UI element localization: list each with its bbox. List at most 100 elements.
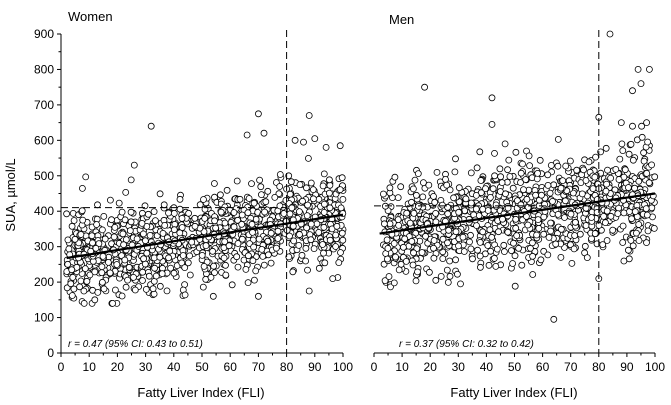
scatter-point [498,179,506,187]
scatter-point [304,154,312,162]
scatter-point [612,165,620,173]
scatter-point [557,253,565,261]
y-tick-label: 200 [34,275,54,289]
scatter-point [184,259,192,267]
x-tick-label: 90 [620,360,634,374]
y-tick-label: 600 [34,133,54,147]
scatter-point [109,299,116,307]
men-x-ticks: 0 10 20 30 40 50 60 70 80 90 100 [371,353,665,374]
scatter-point [645,179,653,187]
scatter-point [638,122,645,130]
scatter-point [259,252,267,260]
scatter-point [320,208,328,216]
scatter-point [216,191,224,199]
scatter-point [412,277,420,285]
scatter-point [115,199,123,207]
scatter-point [547,227,554,235]
scatter-point [504,204,512,212]
scatter-point [439,235,447,243]
scatter-point [486,193,494,201]
scatter-point [609,226,617,234]
scatter-point [582,177,590,184]
scatter-point [64,236,72,244]
scatter-point [100,212,108,220]
scatter-point [118,208,126,216]
outlier-point [130,161,138,169]
scatter-point [379,190,387,198]
scatter-point [130,273,137,281]
scatter-point [299,197,306,205]
scatter-point [83,277,91,285]
outlier-point [243,131,251,139]
scatter-point [124,276,131,284]
scatter-point [228,281,236,289]
scatter-point [91,268,99,276]
scatter-point [527,244,534,252]
scatter-point [544,251,552,259]
x-tick-label: 40 [480,360,494,374]
x-tick-label: 20 [111,360,125,374]
scatter-point [602,187,610,195]
scatter-point [320,170,328,178]
scatter-point [159,229,167,237]
scatter-point [439,255,447,263]
scatter-point [222,261,229,269]
scatter-point [112,286,119,294]
scatter-point [643,239,650,247]
scatter-point [476,263,484,271]
scatter-point [302,184,310,192]
scatter-point [285,172,293,180]
scatter-point [202,242,210,250]
scatter-point [88,232,96,240]
scatter-point [506,173,514,180]
scatter-point [250,276,258,284]
scatter-point [455,208,463,216]
scatter-point [267,229,275,237]
scatter-point [540,213,548,221]
scatter-point [517,201,525,209]
scatter-point [437,272,445,280]
scatter-point [188,238,196,246]
outlier-point [209,292,217,300]
scatter-point [161,221,169,229]
scatter-point [383,255,391,263]
scatter-point [119,230,127,238]
scatter-point [430,244,437,252]
scatter-point [635,221,643,228]
scatter-point [554,135,562,143]
scatter-point [477,177,485,184]
scatter-point [509,260,516,267]
scatter-point [64,260,72,268]
scatter-point [110,233,118,241]
scatter-point [70,285,78,293]
scatter-point [315,264,323,272]
scatter-point [411,176,419,184]
scatter-point [211,217,219,225]
scatter-point [70,217,78,224]
scatter-point [651,173,659,181]
scatter-point [472,205,480,213]
y-tick-label: 900 [34,27,54,41]
x-tick-label: 50 [508,360,522,374]
scatter-point [274,235,282,242]
panel-title-men: Men [389,12,414,27]
scatter-point [517,179,524,186]
scatter-point [573,166,581,174]
scatter-point [455,184,463,192]
scatter-point [233,253,241,261]
scatter-point [444,278,452,286]
scatter-point [69,273,77,281]
scatter-point [307,179,315,187]
scatter-point [313,220,321,228]
scatter-point [133,235,141,243]
scatter-point [320,249,327,257]
scatter-point [326,236,334,244]
x-axis-title-women: Fatty Liver Index (FLI) [137,385,264,400]
scatter-point [390,279,398,287]
scatter-point [559,177,567,185]
scatter-point [244,252,252,260]
scatter-point [578,190,586,198]
scatter-point [650,224,658,232]
scatter-point [549,197,556,205]
scatter-point [149,285,157,293]
